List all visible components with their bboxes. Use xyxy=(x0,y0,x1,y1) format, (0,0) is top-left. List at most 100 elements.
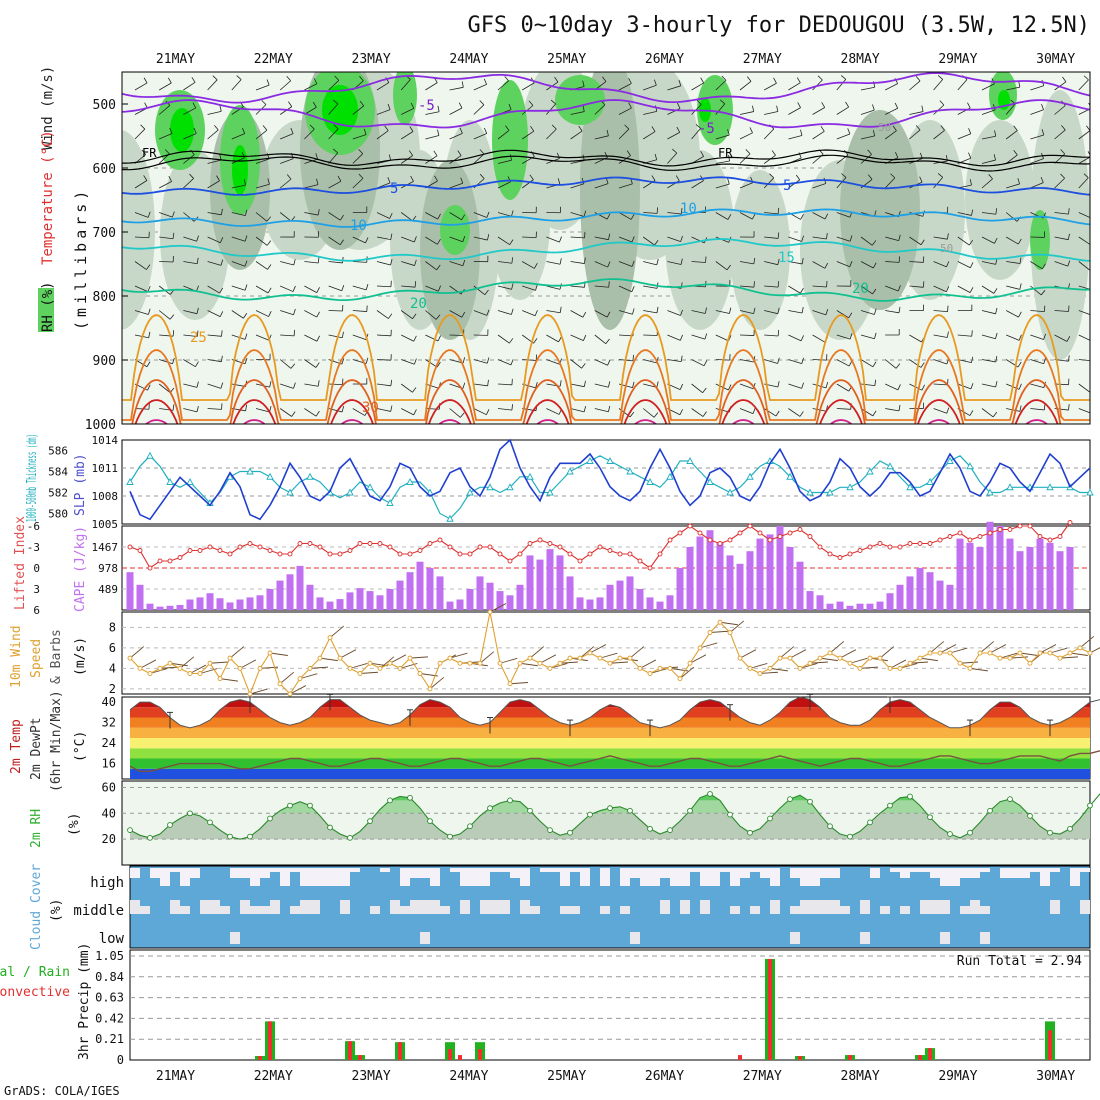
wind-barb-flag xyxy=(261,100,267,105)
wind-speed-line-marker xyxy=(627,655,633,661)
wind-speed-line-marker xyxy=(917,655,923,661)
cape-bar xyxy=(646,597,654,610)
wind-barb xyxy=(764,82,777,91)
wind-barb xyxy=(207,383,222,389)
lifted-index-line-marker xyxy=(187,548,193,553)
wind-barb-flag xyxy=(1041,129,1045,136)
li-tick-label: 3 xyxy=(33,583,40,596)
wind-barb xyxy=(207,285,220,294)
lifted-index-line-marker xyxy=(377,541,383,546)
wind-barb xyxy=(933,177,944,189)
wind-barb xyxy=(764,334,779,337)
cape-bar xyxy=(176,604,184,610)
wind-barb xyxy=(594,359,608,366)
thickness-line-marker xyxy=(926,478,934,485)
wind-barb-flag xyxy=(1019,283,1022,290)
wind-speed-line-marker xyxy=(287,691,293,697)
wind-speed-line-marker xyxy=(217,676,223,682)
wind-speed-line-marker xyxy=(517,660,523,666)
lifted-index-line-marker xyxy=(547,541,553,546)
wind-barb xyxy=(570,261,585,264)
precip-convective-bar xyxy=(458,1055,462,1060)
wind-barb-flag xyxy=(1066,335,1071,342)
wind-barb xyxy=(1078,383,1090,393)
wind-barb xyxy=(836,236,851,242)
lifted-index-line-marker xyxy=(847,551,853,557)
wind-barb xyxy=(763,408,777,417)
wind-barb xyxy=(1054,212,1069,215)
cloud-middle-clear xyxy=(1080,900,1090,914)
wind-barb xyxy=(1006,261,1021,264)
wind-barb-10m xyxy=(169,662,188,667)
wind-barb-flag xyxy=(196,235,199,242)
wind-barb-flag xyxy=(845,101,850,108)
wind-barb-flag xyxy=(679,334,683,341)
wind-barb xyxy=(957,236,970,246)
wind-barb-flag xyxy=(1068,404,1070,411)
wind-barb xyxy=(836,212,851,218)
cape-bar xyxy=(496,591,504,610)
cloud-high-clear xyxy=(1000,868,1010,878)
wind-barb xyxy=(909,359,922,368)
ylabel-2m-rh: 2m RH xyxy=(29,809,44,848)
precip-convective-bar xyxy=(738,1055,742,1060)
rh-tick-label: 60 xyxy=(102,780,116,794)
wind-barb-flag xyxy=(801,235,804,242)
wind-barb-flag xyxy=(656,258,659,265)
wind-barb-flag xyxy=(582,105,585,112)
wind-barb-flag xyxy=(219,287,224,294)
cloud-middle-clear xyxy=(930,900,940,914)
wind-barb-flag xyxy=(147,384,151,391)
cape-bar xyxy=(626,576,634,610)
wind-barb-flag xyxy=(1060,149,1066,155)
rh-line-marker xyxy=(547,827,553,833)
wind-barb-flag xyxy=(1060,173,1065,179)
lifted-index-line-marker xyxy=(417,548,423,553)
cape-bar xyxy=(456,599,464,610)
wind-barb xyxy=(231,212,246,217)
wind-barb xyxy=(884,177,896,189)
wind-barb-flag xyxy=(244,333,248,340)
lifted-index-line-marker xyxy=(487,544,493,550)
li-tick-label: -6 xyxy=(27,520,40,533)
wind-barb-flag xyxy=(897,285,901,292)
cloud-high-clear xyxy=(470,868,480,886)
wind-barb-flag xyxy=(800,287,804,294)
cape-bar xyxy=(416,561,424,610)
wind-barb-flag xyxy=(268,310,272,317)
wind-barb xyxy=(328,180,342,189)
wind-barb-flag xyxy=(147,211,151,218)
wind-barb xyxy=(522,261,535,269)
wind-speed-line-marker xyxy=(897,665,903,671)
wind-speed-line-marker xyxy=(367,660,373,666)
wind-barb xyxy=(884,359,897,369)
lifted-index-line-marker xyxy=(137,548,143,553)
wind-barb-10m xyxy=(1039,644,1057,654)
wind-barb-10m xyxy=(449,652,468,659)
lifted-index-line-marker xyxy=(1067,520,1073,525)
rh-line-marker xyxy=(287,802,293,809)
thickness-line-marker xyxy=(166,478,174,485)
cape-bar xyxy=(336,599,344,610)
rh-tick-label: 20 xyxy=(102,832,116,846)
wind-barb-flag xyxy=(363,128,367,135)
wind-barb xyxy=(764,261,778,266)
wind-barb-flag xyxy=(971,209,974,216)
wind-barb xyxy=(788,82,801,91)
wind-barb xyxy=(159,212,173,218)
wind-barb-flag xyxy=(196,381,199,388)
cloud-middle-clear xyxy=(680,900,690,914)
date-label-bottom: 22MAY xyxy=(254,1069,293,1084)
wind-barb-flag xyxy=(290,363,296,369)
cloud-middle-clear xyxy=(200,900,210,914)
wind-barb-flag xyxy=(721,75,727,81)
wind-barb-flag xyxy=(267,264,272,270)
cloud-high-clear xyxy=(130,868,140,878)
wind-barb-flag xyxy=(266,240,272,246)
wind-barb-flag xyxy=(293,259,296,266)
wind-speed-line-marker xyxy=(237,665,243,671)
wind-barb-10m xyxy=(859,666,878,669)
date-label-top: 30MAY xyxy=(1036,52,1075,67)
wind-speed-line-marker xyxy=(697,645,703,651)
wind-barb-10m xyxy=(719,621,738,626)
